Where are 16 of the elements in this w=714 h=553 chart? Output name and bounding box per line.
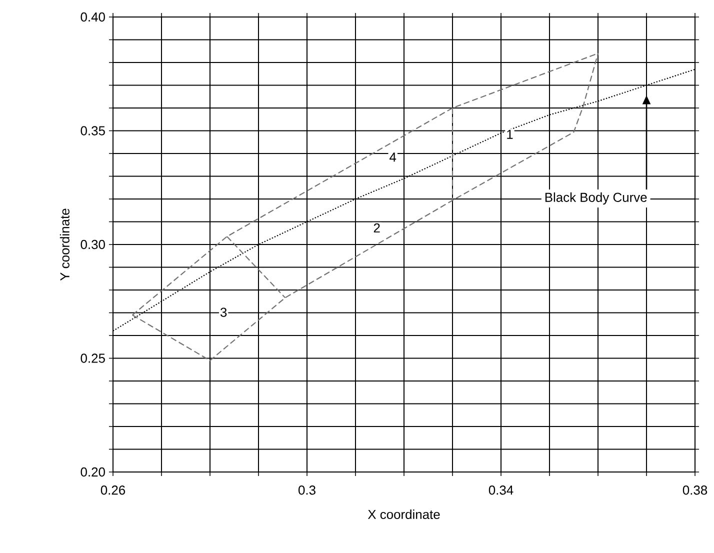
x-tick-label: 0.26 [100, 486, 126, 495]
annotation: 3 [220, 308, 227, 317]
annotation: 4 [390, 152, 396, 162]
x-tick-label: 0.34 [488, 486, 514, 495]
text: Black Body Curve [545, 192, 647, 205]
y-tick-label: 0.40 [80, 12, 105, 22]
y-tick-label: 0.30 [80, 240, 105, 250]
y-tick-label: 0.20 [80, 467, 105, 477]
annotation: 1 [507, 130, 513, 139]
x-axis-title: X coordinate [368, 510, 440, 520]
y-tick-label: 0.25 [80, 354, 105, 363]
y-axis-title: Y coordinate [60, 208, 70, 281]
y-tick-label: 0.35 [80, 126, 105, 136]
x-tick-label: 0.3 [298, 486, 316, 495]
x-tick-label: 0.38 [682, 486, 708, 495]
annotation: 2 [374, 223, 380, 232]
